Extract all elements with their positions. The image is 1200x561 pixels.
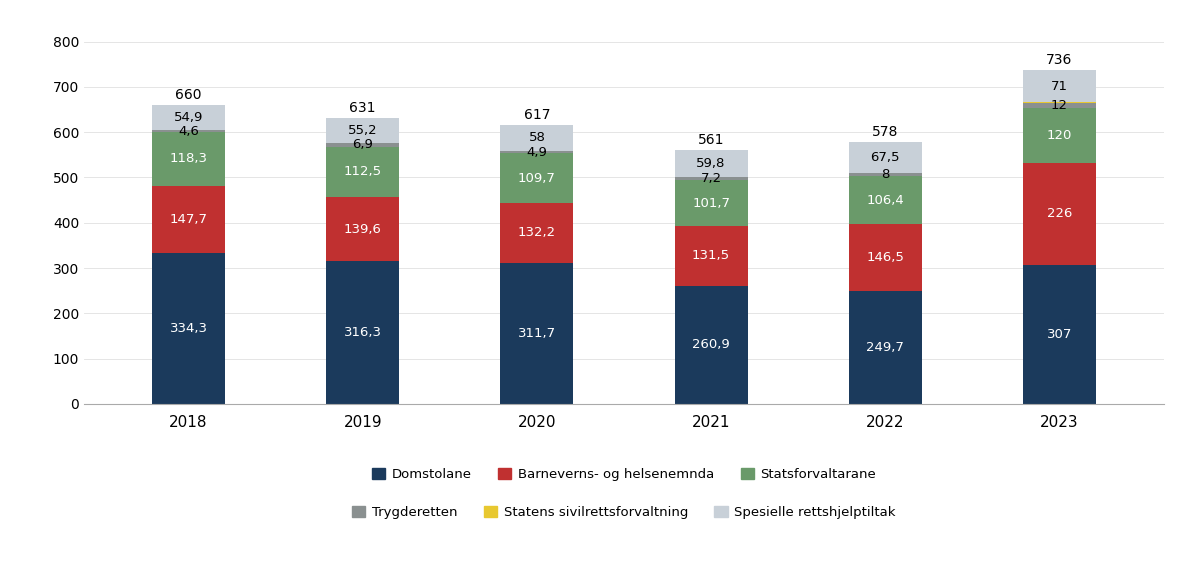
Text: 8: 8 xyxy=(881,168,889,181)
Bar xyxy=(326,197,400,261)
Text: 249,7: 249,7 xyxy=(866,341,905,354)
Bar xyxy=(326,146,400,197)
Text: 139,6: 139,6 xyxy=(343,223,382,236)
Text: 58: 58 xyxy=(528,131,545,144)
Legend: Trygderetten, Statens sivilrettsforvaltning, Spesielle rettshjelptiltak: Trygderetten, Statens sivilrettsforvaltn… xyxy=(347,501,901,525)
Text: 631: 631 xyxy=(349,102,376,116)
Text: 6,9: 6,9 xyxy=(353,139,373,151)
Text: 617: 617 xyxy=(523,108,550,122)
Bar xyxy=(1022,265,1096,404)
Text: 7,2: 7,2 xyxy=(701,172,721,185)
Text: 109,7: 109,7 xyxy=(518,172,556,185)
Bar xyxy=(152,252,226,404)
Text: 118,3: 118,3 xyxy=(169,153,208,165)
Bar xyxy=(500,151,574,153)
Text: 226: 226 xyxy=(1046,207,1072,220)
Bar xyxy=(500,125,574,151)
Bar xyxy=(1022,163,1096,265)
Bar xyxy=(326,144,400,146)
Text: 561: 561 xyxy=(698,133,725,147)
Bar xyxy=(848,291,922,404)
Text: 120: 120 xyxy=(1046,129,1072,142)
Text: 106,4: 106,4 xyxy=(866,194,904,207)
Text: 4,9: 4,9 xyxy=(527,146,547,159)
Text: 101,7: 101,7 xyxy=(692,197,730,210)
Text: 131,5: 131,5 xyxy=(692,250,730,263)
Bar xyxy=(326,118,400,143)
Bar xyxy=(848,176,922,224)
Bar xyxy=(152,130,226,132)
Text: 55,2: 55,2 xyxy=(348,124,378,137)
Text: 316,3: 316,3 xyxy=(343,326,382,339)
Text: 132,2: 132,2 xyxy=(518,226,556,240)
Bar xyxy=(674,226,748,286)
Text: 260,9: 260,9 xyxy=(692,338,730,351)
Text: 736: 736 xyxy=(1046,53,1073,67)
Text: 334,3: 334,3 xyxy=(169,321,208,335)
Bar xyxy=(674,177,748,180)
Text: 307: 307 xyxy=(1046,328,1072,341)
Bar xyxy=(500,203,574,263)
Bar xyxy=(1022,70,1096,102)
Bar xyxy=(674,286,748,404)
Bar xyxy=(848,173,922,176)
Text: 578: 578 xyxy=(872,125,899,139)
Text: 4,6: 4,6 xyxy=(178,125,199,137)
Bar xyxy=(326,261,400,404)
Text: 71: 71 xyxy=(1051,80,1068,93)
Text: 311,7: 311,7 xyxy=(518,327,556,340)
Text: 660: 660 xyxy=(175,88,202,102)
Bar xyxy=(1022,103,1096,108)
Bar xyxy=(848,224,922,291)
Text: 12: 12 xyxy=(1051,99,1068,112)
Bar xyxy=(500,263,574,404)
Bar xyxy=(152,105,226,130)
Text: 59,8: 59,8 xyxy=(696,157,726,169)
Bar xyxy=(674,150,748,177)
Bar xyxy=(1022,108,1096,163)
Bar xyxy=(848,142,922,173)
Bar xyxy=(674,180,748,226)
Text: 67,5: 67,5 xyxy=(870,151,900,164)
Text: 112,5: 112,5 xyxy=(343,165,382,178)
Text: 54,9: 54,9 xyxy=(174,111,203,124)
Bar xyxy=(152,186,226,252)
Bar xyxy=(152,132,226,186)
Text: 146,5: 146,5 xyxy=(866,251,905,264)
Bar xyxy=(500,153,574,203)
Text: 147,7: 147,7 xyxy=(169,213,208,226)
